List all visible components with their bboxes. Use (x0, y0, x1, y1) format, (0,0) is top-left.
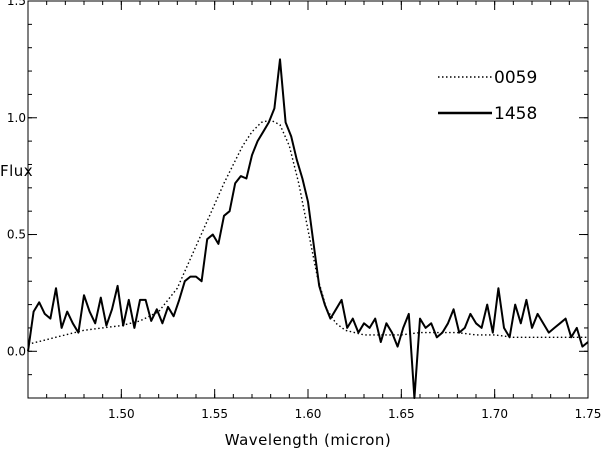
x-tick-label: 1.70 (481, 407, 508, 421)
x-tick-label: 1.65 (388, 407, 415, 421)
legend: 0059 1458 (438, 68, 537, 124)
x-tick-label: 1.60 (295, 407, 322, 421)
series-line-1458 (27, 58, 589, 399)
legend-label-1458: 1458 (494, 104, 537, 124)
x-tick-label: 1.55 (201, 407, 228, 421)
x-axis-label: Wavelength (micron) (225, 431, 392, 449)
y-tick-label: 0.0 (7, 344, 26, 358)
y-tick-label: 1.5 (7, 0, 26, 8)
axis-ticks: 1.50 1.55 1.60 1.65 1.70 1.75 0.0 0.5 1.0 1.5 (7, 0, 601, 421)
y-axis-label: Flux (0, 162, 33, 180)
y-tick-label: 0.5 (7, 228, 26, 242)
x-tick-label: 1.75 (575, 407, 602, 421)
x-tick-label: 1.50 (108, 407, 135, 421)
series-lines (27, 58, 589, 399)
legend-label-0059: 0059 (494, 68, 537, 88)
y-tick-label: 1.0 (7, 111, 26, 125)
